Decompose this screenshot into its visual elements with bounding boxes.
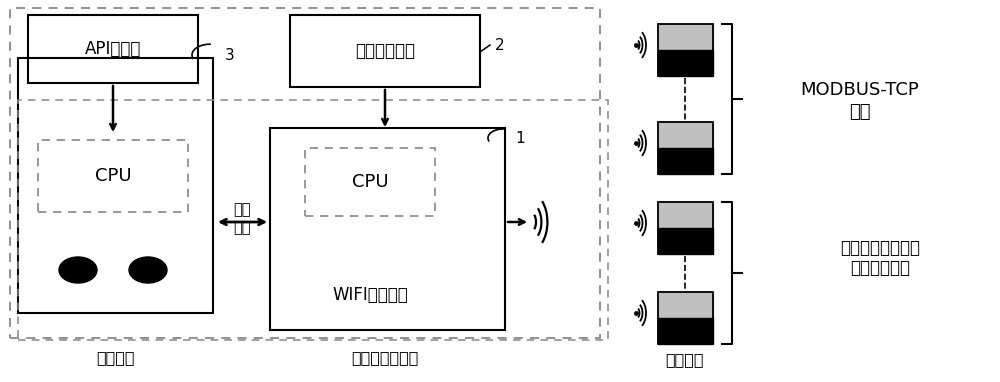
Bar bbox=[305, 148, 435, 216]
Text: 通讯: 通讯 bbox=[233, 220, 251, 235]
Bar bbox=[658, 228, 713, 254]
Bar bbox=[658, 318, 713, 344]
Bar bbox=[658, 122, 713, 148]
Text: 3: 3 bbox=[225, 47, 235, 63]
Bar bbox=[18, 100, 608, 340]
Text: 通用型物联模块: 通用型物联模块 bbox=[351, 351, 419, 366]
Bar bbox=[270, 128, 505, 330]
Text: 命令透传协议: 命令透传协议 bbox=[850, 259, 910, 277]
Text: CPU: CPU bbox=[95, 167, 131, 185]
Text: 2: 2 bbox=[495, 37, 505, 52]
Bar bbox=[658, 292, 713, 344]
Ellipse shape bbox=[59, 257, 97, 283]
Bar bbox=[10, 8, 600, 338]
Bar bbox=[658, 24, 713, 76]
Bar bbox=[290, 15, 480, 87]
Bar bbox=[658, 50, 713, 76]
Text: 协议: 协议 bbox=[849, 103, 871, 121]
Text: 数字仪表: 数字仪表 bbox=[96, 351, 134, 366]
Text: CPU: CPU bbox=[352, 173, 388, 191]
Ellipse shape bbox=[129, 257, 167, 283]
Bar bbox=[658, 148, 713, 174]
Text: 物联软件协议: 物联软件协议 bbox=[355, 42, 415, 60]
Bar bbox=[28, 15, 198, 83]
Bar bbox=[18, 58, 213, 313]
Text: 1: 1 bbox=[515, 131, 525, 146]
Bar bbox=[658, 202, 713, 254]
Text: WIFI通讯模块: WIFI通讯模块 bbox=[332, 286, 408, 304]
Bar bbox=[658, 292, 713, 318]
Text: 私有物联交互协议: 私有物联交互协议 bbox=[840, 239, 920, 257]
Bar bbox=[658, 122, 713, 174]
Bar bbox=[38, 140, 188, 212]
Bar bbox=[658, 24, 713, 50]
Text: API函数库: API函数库 bbox=[85, 40, 141, 58]
Text: 串行: 串行 bbox=[233, 202, 251, 217]
Text: MODBUS-TCP: MODBUS-TCP bbox=[801, 81, 919, 99]
Bar bbox=[658, 202, 713, 228]
Text: 网络设备: 网络设备 bbox=[666, 353, 704, 367]
